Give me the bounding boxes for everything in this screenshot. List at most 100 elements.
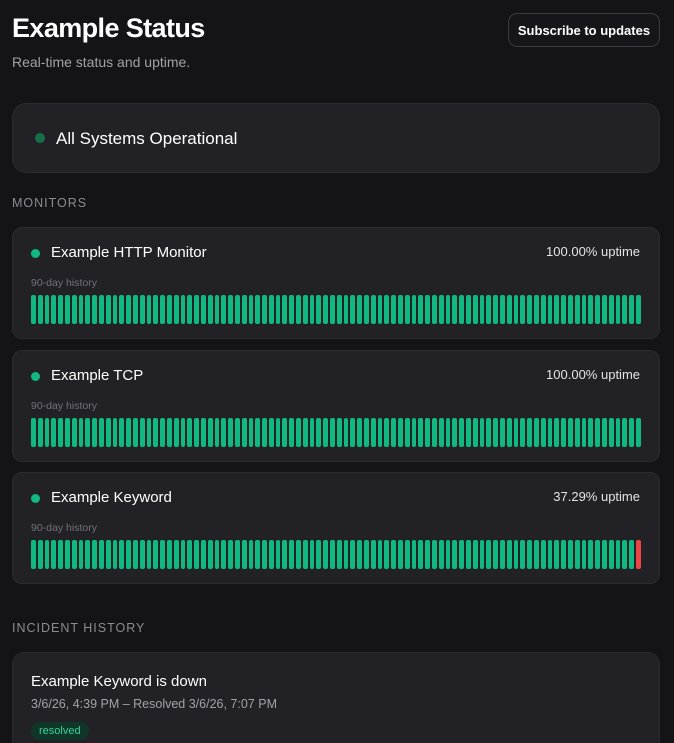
history-day-bar bbox=[92, 418, 97, 447]
history-day-bar bbox=[255, 418, 261, 447]
history-day-bar bbox=[71, 295, 77, 324]
history-day-bar bbox=[466, 540, 471, 569]
history-day-bar bbox=[268, 295, 274, 324]
overall-status-banner: All Systems Operational bbox=[12, 103, 660, 173]
monitor-uptime: 37.29% uptime bbox=[553, 489, 640, 504]
history-day-bar bbox=[323, 295, 329, 324]
history-day-bar bbox=[234, 418, 240, 447]
history-day-bar bbox=[58, 295, 63, 324]
history-day-bar bbox=[425, 418, 431, 447]
history-day-bar bbox=[615, 295, 621, 324]
history-day-bar bbox=[112, 540, 118, 569]
history-label: 90-day history bbox=[31, 277, 97, 289]
history-day-bar bbox=[105, 295, 111, 324]
history-day-bar bbox=[588, 540, 594, 569]
history-day-bar bbox=[200, 418, 206, 447]
history-day-bar bbox=[364, 295, 369, 324]
history-day-bar bbox=[98, 418, 104, 447]
history-day-bar bbox=[595, 295, 600, 324]
history-day-bar bbox=[459, 418, 464, 447]
history-day-bar bbox=[547, 418, 553, 447]
subscribe-button[interactable]: Subscribe to updates bbox=[508, 13, 660, 47]
history-day-bar bbox=[601, 540, 607, 569]
history-day-bar bbox=[78, 295, 84, 324]
history-day-bar bbox=[561, 295, 566, 324]
history-day-bar bbox=[173, 295, 179, 324]
history-day-bar bbox=[296, 540, 301, 569]
history-day-bar bbox=[187, 540, 193, 569]
history-day-bar bbox=[187, 295, 193, 324]
history-day-bar bbox=[452, 540, 458, 569]
history-day-bar bbox=[629, 540, 634, 569]
history-day-bar bbox=[432, 418, 437, 447]
history-day-bar bbox=[309, 295, 315, 324]
history-day-bar bbox=[119, 295, 125, 324]
history-day-bar bbox=[160, 295, 165, 324]
history-day-bar bbox=[146, 540, 152, 569]
history-day-bar bbox=[499, 540, 505, 569]
history-day-bar bbox=[282, 295, 288, 324]
history-day-bar bbox=[228, 418, 233, 447]
history-day-bar bbox=[132, 418, 138, 447]
history-day-bar bbox=[418, 418, 424, 447]
history-day-bar bbox=[166, 418, 172, 447]
incident-card: Example Keyword is down 3/6/26, 4:39 PM … bbox=[12, 652, 660, 743]
incident-history-section-label: INCIDENT HISTORY bbox=[12, 621, 146, 635]
history-day-bar bbox=[520, 295, 526, 324]
history-day-bar bbox=[119, 540, 125, 569]
history-day-bar bbox=[404, 295, 410, 324]
monitor-card: Example TCP 100.00% uptime 90-day histor… bbox=[12, 350, 660, 462]
history-day-bar bbox=[459, 540, 464, 569]
status-dot-icon bbox=[31, 372, 40, 381]
history-day-bar bbox=[595, 418, 600, 447]
history-day-bar bbox=[255, 540, 261, 569]
overall-status-text: All Systems Operational bbox=[56, 129, 238, 148]
history-day-bar bbox=[432, 295, 437, 324]
history-day-bar bbox=[85, 540, 91, 569]
history-day-bar bbox=[629, 295, 634, 324]
history-day-bar bbox=[85, 418, 91, 447]
status-dot-icon bbox=[31, 249, 40, 258]
history-day-bar bbox=[377, 295, 383, 324]
history-day-bar bbox=[180, 418, 186, 447]
history-day-bar bbox=[44, 418, 50, 447]
history-day-bar bbox=[370, 540, 376, 569]
history-day-bar bbox=[391, 295, 397, 324]
history-day-bar bbox=[370, 418, 376, 447]
page-subtitle: Real-time status and uptime. bbox=[12, 54, 191, 70]
history-day-bar bbox=[452, 418, 458, 447]
history-day-bar bbox=[214, 540, 220, 569]
history-day-bar bbox=[289, 418, 295, 447]
history-day-bar bbox=[479, 418, 485, 447]
history-day-bar bbox=[384, 295, 390, 324]
history-day-bar bbox=[221, 295, 227, 324]
history-day-bar bbox=[635, 295, 641, 324]
history-day-bar bbox=[554, 540, 560, 569]
history-day-bar bbox=[452, 295, 458, 324]
history-day-bar bbox=[139, 418, 145, 447]
history-day-bar bbox=[438, 418, 444, 447]
history-day-bar bbox=[166, 540, 172, 569]
history-day-bar bbox=[112, 418, 118, 447]
history-day-bar bbox=[527, 295, 532, 324]
history-day-bar bbox=[527, 540, 532, 569]
history-day-bar bbox=[404, 418, 410, 447]
history-day-bar bbox=[364, 540, 369, 569]
history-day-bar bbox=[486, 540, 492, 569]
history-day-bar bbox=[146, 295, 152, 324]
history-day-bar bbox=[248, 540, 254, 569]
history-day-bar bbox=[520, 418, 526, 447]
status-badge: resolved bbox=[31, 722, 89, 740]
monitor-uptime: 100.00% uptime bbox=[546, 367, 640, 382]
history-day-bar bbox=[357, 418, 363, 447]
history-day-bar bbox=[391, 418, 397, 447]
history-day-bar bbox=[180, 295, 186, 324]
history-day-bar bbox=[78, 418, 84, 447]
history-day-bar bbox=[200, 295, 206, 324]
history-day-bar bbox=[248, 418, 254, 447]
history-day-bar bbox=[275, 295, 281, 324]
history-day-bar bbox=[132, 295, 138, 324]
history-day-bar bbox=[608, 418, 614, 447]
history-day-bar bbox=[173, 540, 179, 569]
history-day-bar bbox=[282, 540, 288, 569]
